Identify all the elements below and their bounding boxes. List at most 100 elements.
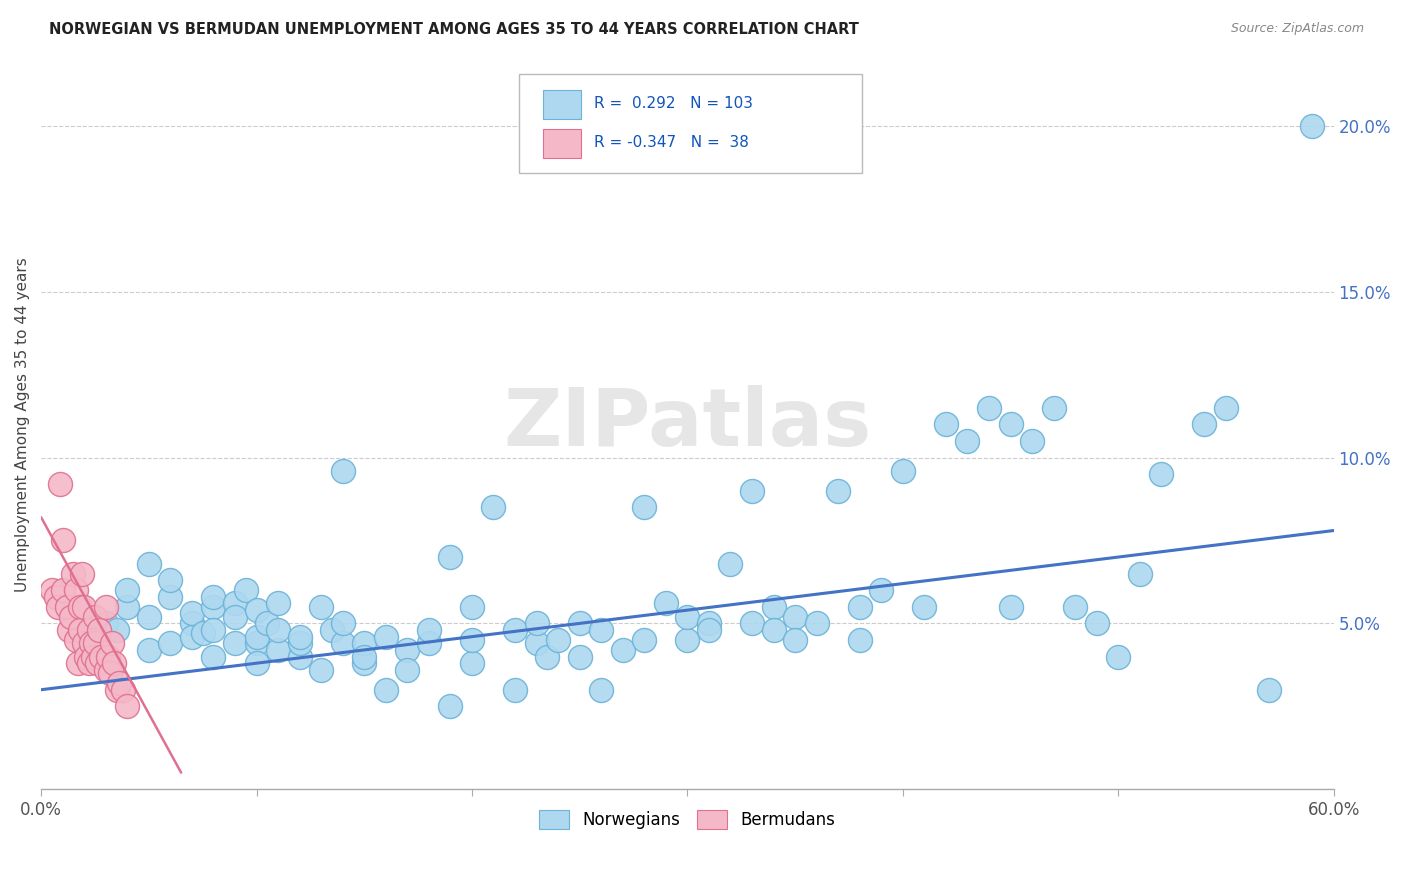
Point — [1215, 401, 1237, 415]
Point — [332, 616, 354, 631]
Point — [45, 590, 67, 604]
Point — [720, 557, 742, 571]
FancyBboxPatch shape — [519, 74, 862, 173]
Point — [117, 583, 139, 598]
Point — [70, 566, 93, 581]
Point — [224, 636, 246, 650]
Point — [848, 632, 870, 647]
Point — [1085, 616, 1108, 631]
Point — [1042, 401, 1064, 415]
Point — [103, 656, 125, 670]
Point — [612, 643, 634, 657]
Point — [439, 550, 461, 565]
Point — [245, 636, 267, 650]
Point — [202, 623, 225, 637]
Point — [84, 636, 107, 650]
Point — [1064, 599, 1087, 614]
Text: ZIPatlas: ZIPatlas — [503, 385, 872, 464]
Point — [69, 599, 91, 614]
Point — [73, 599, 96, 614]
Point — [332, 636, 354, 650]
Point — [65, 583, 87, 598]
Point — [1301, 119, 1323, 133]
Point — [697, 623, 720, 637]
Point — [1000, 417, 1022, 432]
Point — [245, 656, 267, 670]
Point — [891, 464, 914, 478]
Point — [762, 599, 785, 614]
Point — [1129, 566, 1152, 581]
Point — [245, 630, 267, 644]
Point — [86, 656, 108, 670]
Point — [977, 401, 1000, 415]
Text: R = -0.347   N =  38: R = -0.347 N = 38 — [595, 135, 749, 150]
Point — [77, 656, 100, 670]
Point — [1021, 434, 1043, 448]
Point — [1150, 467, 1173, 482]
Point — [101, 636, 124, 650]
Point — [191, 626, 214, 640]
Point — [353, 649, 375, 664]
Point — [107, 676, 129, 690]
Point — [56, 599, 79, 614]
Point — [62, 566, 84, 581]
Point — [418, 636, 440, 650]
Point — [676, 632, 699, 647]
Point — [52, 533, 75, 548]
Point — [482, 500, 505, 515]
Point — [374, 630, 396, 644]
Point — [267, 597, 290, 611]
Point — [94, 616, 117, 631]
Point — [98, 666, 121, 681]
Point — [224, 597, 246, 611]
Point — [245, 603, 267, 617]
Point — [526, 636, 548, 650]
Point — [697, 616, 720, 631]
Point — [935, 417, 957, 432]
Bar — [543, 90, 582, 120]
Point — [848, 599, 870, 614]
Point — [138, 643, 160, 657]
Point — [60, 609, 83, 624]
Point — [536, 649, 558, 664]
Point — [1107, 649, 1129, 664]
Point — [633, 500, 655, 515]
Text: R =  0.292   N = 103: R = 0.292 N = 103 — [595, 95, 754, 111]
Point — [138, 609, 160, 624]
Point — [353, 656, 375, 670]
Point — [418, 623, 440, 637]
Point — [41, 583, 63, 598]
Point — [503, 623, 526, 637]
Point — [439, 699, 461, 714]
Point — [741, 483, 763, 498]
Point — [202, 649, 225, 664]
Point — [676, 609, 699, 624]
Point — [870, 583, 893, 598]
Point — [69, 623, 91, 637]
Point — [58, 623, 80, 637]
Point — [267, 643, 290, 657]
Point — [309, 663, 332, 677]
Point — [591, 682, 613, 697]
Point — [97, 649, 120, 664]
Point — [159, 590, 181, 604]
Point — [82, 649, 104, 664]
Point — [633, 632, 655, 647]
Point — [256, 616, 278, 631]
Point — [46, 599, 69, 614]
Point — [568, 616, 591, 631]
Point — [180, 607, 202, 621]
Point — [461, 632, 484, 647]
Point — [526, 616, 548, 631]
Point — [396, 663, 419, 677]
Point — [547, 632, 569, 647]
Point — [332, 464, 354, 478]
Point — [117, 599, 139, 614]
Bar — [543, 129, 582, 158]
Point — [65, 632, 87, 647]
Point — [655, 597, 678, 611]
Point — [89, 623, 111, 637]
Point — [52, 583, 75, 598]
Point — [353, 636, 375, 650]
Point — [159, 636, 181, 650]
